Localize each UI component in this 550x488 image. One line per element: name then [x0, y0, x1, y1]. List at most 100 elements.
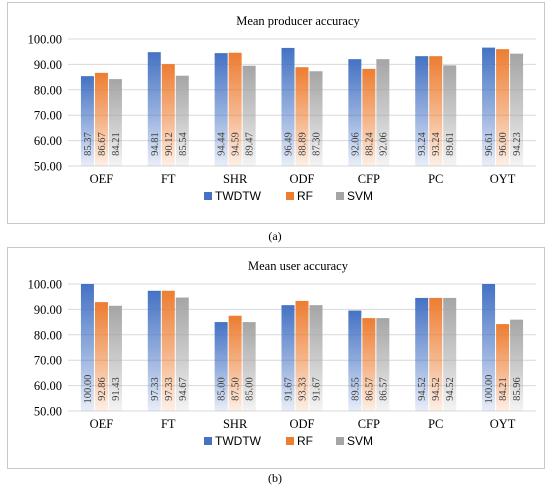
y-tick-label: 70.00: [34, 354, 62, 368]
legend-label-svm: SVM: [347, 434, 373, 448]
bar-svm-ft: [175, 75, 189, 166]
bar-twdtw-ft: [147, 52, 161, 166]
bar-rf-pc: [429, 56, 443, 167]
bar-rf-shr: [228, 315, 242, 411]
data-label: 100.00: [83, 375, 94, 404]
bar-twdtw-oyt: [482, 47, 496, 167]
x-tick-label: PC: [428, 172, 443, 186]
data-label: 87.50: [231, 377, 242, 401]
bar-rf-odf: [295, 67, 309, 166]
bar-twdtw-oyt: [482, 284, 496, 411]
legend-label-twdtw: TWDTW: [215, 434, 262, 448]
caption-a: (a): [268, 229, 282, 243]
bar-svm-pc: [443, 65, 457, 166]
y-tick-label: 100.00: [28, 278, 62, 292]
data-label: 90.12: [164, 132, 175, 156]
bar-svm-shr: [242, 322, 256, 411]
y-tick-label: 60.00: [34, 134, 62, 148]
bar-rf-oef: [94, 302, 108, 411]
data-label: 93.24: [417, 131, 428, 155]
bar-twdtw-shr: [214, 322, 228, 411]
bar-rf-cfp: [362, 68, 376, 166]
data-label: 85.37: [83, 132, 94, 156]
bar-twdtw-odf: [281, 305, 295, 411]
data-label: 94.23: [512, 132, 523, 156]
y-tick-label: 50.00: [34, 405, 62, 419]
y-tick-label: 80.00: [34, 83, 62, 97]
data-label: 93.33: [298, 377, 309, 401]
bar-twdtw-pc: [415, 297, 429, 411]
producer-accuracy-svg: Mean producer accuracy 50.00 60.00 70.00 80.…: [28, 14, 536, 203]
x-tick-label: OEF: [90, 172, 114, 186]
data-label: 84.21: [498, 377, 509, 401]
bar-rf-oyt: [496, 324, 510, 411]
bar-rf-ft: [161, 290, 175, 411]
x-tick-label: FT: [161, 417, 176, 431]
data-label: 96.61: [484, 132, 495, 156]
data-label: 92.06: [378, 132, 389, 156]
x-tick-label: SHR: [223, 172, 248, 186]
legend-swatch-rf: [286, 192, 294, 200]
user-accuracy-chart: Mean user accuracy 50.00 60.00 70.00 80.00 90…: [7, 247, 545, 469]
y-tick-label: 70.00: [34, 109, 62, 123]
bar-svm-pc: [443, 297, 457, 411]
bar-svm-odf: [309, 71, 323, 166]
legend-swatch-svm: [336, 437, 344, 445]
x-tick-label: ODF: [289, 172, 314, 186]
data-label: 96.00: [498, 132, 509, 156]
data-label: 94.44: [217, 131, 228, 155]
legend-label-svm: SVM: [347, 189, 373, 203]
data-label: 97.33: [164, 377, 175, 401]
bar-twdtw-shr: [214, 53, 228, 166]
legend-swatch-svm: [336, 192, 344, 200]
chart-title: Mean producer accuracy: [236, 14, 360, 28]
user-accuracy-svg: Mean user accuracy 50.00 60.00 70.00 80.00 90…: [28, 259, 536, 448]
data-label: 85.96: [512, 377, 523, 401]
data-label: 97.33: [150, 377, 161, 401]
y-tick-label: 100.00: [28, 33, 62, 47]
bar-rf-ft: [161, 64, 175, 166]
y-tick-label: 50.00: [34, 160, 62, 174]
bar-rf-cfp: [362, 318, 376, 411]
bar-twdtw-pc: [415, 56, 429, 167]
data-label: 89.55: [350, 377, 361, 401]
data-label: 85.00: [217, 377, 228, 401]
x-tick-label: FT: [161, 172, 176, 186]
data-label: 84.21: [111, 132, 122, 156]
data-label: 94.52: [431, 377, 442, 401]
data-label: 89.61: [445, 132, 456, 156]
bar-svm-odf: [309, 305, 323, 411]
data-label: 91.67: [312, 377, 323, 401]
data-label: 91.43: [111, 377, 122, 401]
bar-twdtw-oef: [80, 284, 94, 411]
data-label: 94.81: [150, 132, 161, 156]
data-label: 86.67: [97, 132, 108, 156]
data-label: 94.52: [417, 377, 428, 401]
caption-b: (b): [268, 471, 282, 485]
data-label: 85.00: [245, 377, 256, 401]
bar-rf-odf: [295, 300, 309, 411]
data-label: 88.89: [298, 132, 309, 156]
bar-svm-shr: [242, 65, 256, 166]
data-label: 86.57: [364, 377, 375, 401]
data-label: 94.59: [231, 132, 242, 156]
x-tick-label: ODF: [289, 417, 314, 431]
data-label: 86.57: [378, 377, 389, 401]
bar-twdtw-cfp: [348, 59, 362, 166]
bar-svm-oef: [108, 79, 122, 166]
x-tick-label: CFP: [358, 172, 380, 186]
data-label: 100.00: [484, 375, 495, 404]
x-tick-label: OYT: [490, 172, 516, 186]
x-tick-label: OYT: [490, 417, 516, 431]
data-label: 87.30: [312, 132, 323, 156]
bar-svm-ft: [175, 297, 189, 411]
bar-svm-cfp: [376, 318, 390, 411]
legend-swatch-twdtw: [204, 192, 212, 200]
bar-rf-oef: [94, 72, 108, 166]
data-label: 89.47: [245, 132, 256, 156]
legend-swatch-rf: [286, 437, 294, 445]
y-tick-label: 60.00: [34, 379, 62, 393]
y-tick-label: 80.00: [34, 328, 62, 342]
bar-twdtw-cfp: [348, 310, 362, 411]
bar-svm-oyt: [510, 53, 524, 166]
